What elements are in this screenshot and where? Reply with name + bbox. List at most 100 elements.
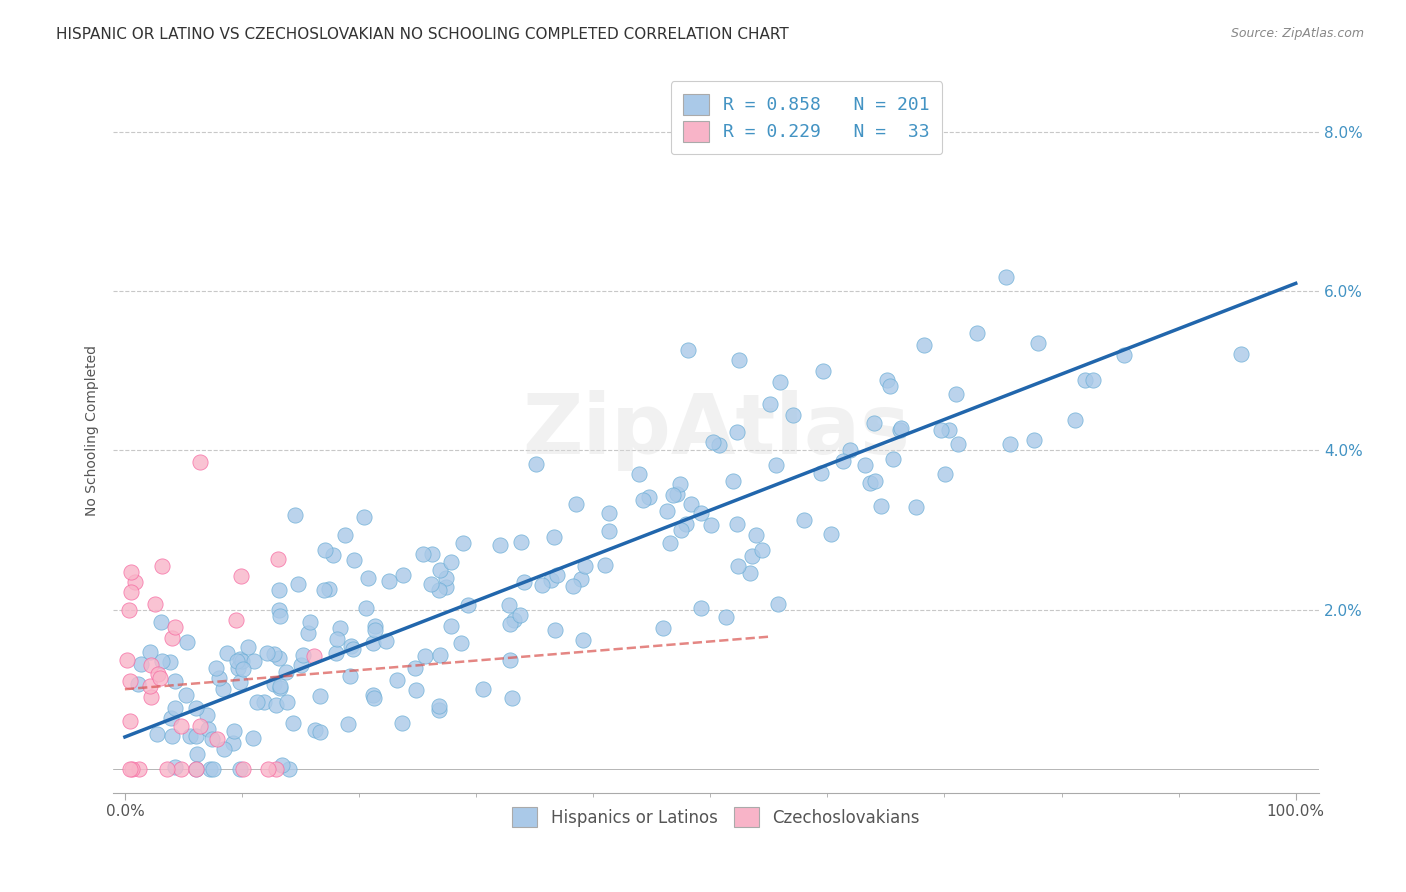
Point bbox=[938, 423, 960, 437]
Point bbox=[652, 621, 675, 635]
Point bbox=[201, 732, 224, 747]
Point bbox=[725, 425, 748, 440]
Point bbox=[263, 676, 285, 690]
Point bbox=[513, 575, 536, 590]
Point bbox=[340, 639, 363, 653]
Point bbox=[565, 497, 588, 511]
Point bbox=[160, 729, 183, 743]
Point bbox=[751, 543, 773, 558]
Point bbox=[676, 343, 699, 357]
Point bbox=[546, 568, 568, 582]
Point bbox=[1081, 373, 1104, 387]
Point bbox=[810, 467, 832, 481]
Point bbox=[242, 731, 264, 745]
Point bbox=[318, 582, 340, 597]
Point bbox=[502, 613, 524, 627]
Point bbox=[853, 458, 876, 473]
Point bbox=[727, 352, 749, 367]
Point bbox=[1000, 436, 1022, 450]
Point bbox=[201, 762, 224, 776]
Point bbox=[741, 549, 763, 563]
Point bbox=[232, 762, 254, 776]
Point bbox=[197, 722, 219, 736]
Point bbox=[912, 338, 935, 352]
Point bbox=[224, 724, 246, 739]
Point bbox=[782, 409, 804, 423]
Point bbox=[524, 457, 547, 471]
Point bbox=[205, 661, 228, 675]
Point bbox=[595, 558, 617, 572]
Point bbox=[256, 762, 278, 776]
Point bbox=[150, 615, 173, 630]
Point bbox=[543, 530, 565, 544]
Point bbox=[427, 699, 450, 714]
Point bbox=[357, 571, 380, 585]
Point bbox=[139, 645, 162, 659]
Point bbox=[995, 270, 1018, 285]
Point bbox=[1073, 373, 1095, 387]
Point bbox=[325, 632, 347, 646]
Point bbox=[1230, 347, 1253, 361]
Point bbox=[156, 762, 179, 776]
Point bbox=[314, 543, 336, 558]
Point bbox=[150, 558, 173, 573]
Point bbox=[905, 500, 928, 514]
Point bbox=[141, 658, 163, 673]
Point bbox=[671, 523, 693, 537]
Point bbox=[725, 516, 748, 531]
Point bbox=[208, 671, 231, 685]
Point bbox=[188, 719, 211, 733]
Point bbox=[405, 683, 427, 698]
Point bbox=[229, 762, 252, 776]
Point bbox=[690, 506, 713, 520]
Point bbox=[160, 711, 183, 725]
Point bbox=[378, 574, 401, 588]
Point bbox=[214, 742, 236, 756]
Point bbox=[287, 576, 309, 591]
Point bbox=[598, 524, 620, 538]
Point bbox=[312, 582, 335, 597]
Point bbox=[429, 563, 451, 577]
Point bbox=[278, 762, 301, 776]
Point bbox=[309, 725, 332, 739]
Point bbox=[404, 660, 426, 674]
Point bbox=[281, 716, 304, 731]
Point bbox=[146, 667, 169, 681]
Point bbox=[120, 585, 142, 599]
Text: ZipAtlas: ZipAtlas bbox=[522, 390, 910, 471]
Point bbox=[207, 731, 229, 746]
Point bbox=[238, 640, 260, 654]
Point bbox=[226, 661, 249, 675]
Point bbox=[499, 653, 522, 667]
Point bbox=[364, 624, 387, 638]
Point bbox=[269, 609, 291, 624]
Text: HISPANIC OR LATINO VS CZECHOSLOVAKIAN NO SCHOOLING COMPLETED CORRELATION CHART: HISPANIC OR LATINO VS CZECHOSLOVAKIAN NO… bbox=[56, 27, 789, 42]
Point bbox=[270, 757, 292, 772]
Point bbox=[946, 437, 969, 451]
Point bbox=[256, 646, 278, 660]
Point bbox=[269, 679, 291, 693]
Legend: Hispanics or Latinos, Czechoslovakians: Hispanics or Latinos, Czechoslovakians bbox=[503, 799, 928, 835]
Point bbox=[879, 379, 901, 393]
Point bbox=[128, 762, 150, 776]
Point bbox=[540, 573, 562, 587]
Point bbox=[1063, 413, 1085, 427]
Point bbox=[627, 467, 650, 482]
Point bbox=[700, 518, 723, 533]
Point bbox=[870, 499, 893, 513]
Point bbox=[889, 423, 911, 437]
Point bbox=[228, 652, 250, 666]
Point bbox=[253, 695, 276, 709]
Point bbox=[269, 681, 291, 695]
Point bbox=[139, 679, 162, 693]
Point bbox=[159, 655, 181, 669]
Point bbox=[427, 703, 450, 717]
Point bbox=[129, 657, 152, 672]
Point bbox=[342, 641, 364, 656]
Point bbox=[226, 654, 249, 668]
Point bbox=[121, 762, 143, 776]
Point bbox=[186, 701, 208, 715]
Point bbox=[304, 723, 326, 738]
Point bbox=[120, 565, 142, 579]
Point bbox=[298, 615, 321, 629]
